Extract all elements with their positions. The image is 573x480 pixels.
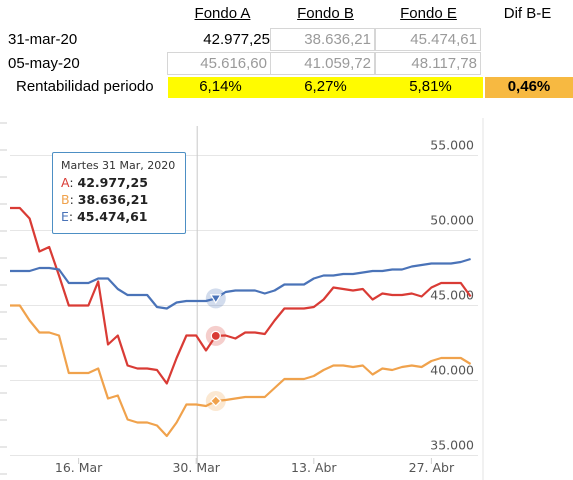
- tooltip-key-b: B: [61, 192, 70, 207]
- row2-fondo-b: 41.059,72: [270, 52, 375, 75]
- tooltip-row-a: A: 42.977,25: [61, 175, 148, 190]
- y-tick-label: 35.000: [430, 438, 474, 453]
- series-line-e[interactable]: [10, 257, 471, 310]
- chart-tooltip: Martes 31 Mar, 2020 A: 42.977,25 B: 38.6…: [52, 152, 186, 234]
- marker-b[interactable]: [209, 395, 222, 407]
- series-markers: [205, 288, 226, 411]
- row1-fondo-b: 38.636,21: [270, 28, 375, 51]
- tooltip-row-e: E: 45.474,61: [61, 209, 148, 224]
- header-fondo-e: Fondo E: [400, 5, 457, 22]
- y-axis-labels: 35.000 40.000 45.000 50.000 55.000: [430, 138, 474, 453]
- series-lines: [10, 206, 472, 438]
- x-tick-label: 13. Abr: [291, 460, 337, 475]
- tooltip-row-b: B: 38.636,21: [61, 192, 149, 207]
- row1-fondo-a: 42.977,25: [203, 31, 270, 48]
- tooltip-date: Martes 31 Mar, 2020: [61, 159, 176, 172]
- y-tick-label: 40.000: [430, 363, 474, 378]
- dif-highlight: [485, 77, 573, 98]
- rent-fondo-a: 6,14%: [199, 78, 242, 95]
- header-dif-b-e: Dif B-E: [503, 5, 552, 22]
- tooltip-value-e: 45.474,61: [77, 209, 148, 224]
- rent-fondo-e: 5,81%: [409, 78, 452, 95]
- marker-a[interactable]: [210, 330, 221, 341]
- rent-dif: 0,46%: [507, 78, 551, 95]
- row2-fondo-e: 48.117,78: [375, 52, 481, 75]
- row2-fondo-a: 45.616,60: [167, 52, 271, 75]
- series-line-b[interactable]: [10, 304, 472, 438]
- y-tick-label: 50.000: [430, 213, 474, 228]
- series-line-a[interactable]: [10, 206, 472, 385]
- header-fondo-b: Fondo B: [297, 5, 354, 22]
- y-tick-label: 45.000: [430, 288, 474, 303]
- tooltip-value-b: 38.636,21: [77, 192, 149, 207]
- marker-e[interactable]: [209, 294, 222, 305]
- x-tick-label: 16. Mar: [55, 460, 103, 475]
- rent-fondo-b: 6,27%: [304, 78, 347, 95]
- y-tick-label: 55.000: [430, 138, 474, 153]
- row1-fondo-e: 45.474,61: [375, 28, 481, 51]
- x-tick-label: 30. Mar: [172, 460, 220, 475]
- tooltip-value-a: 42.977,25: [77, 175, 148, 190]
- tooltip-key-e: E: [61, 209, 69, 224]
- row2-date: 05-may-20: [8, 55, 80, 72]
- x-tick-label: 27. Abr: [409, 460, 455, 475]
- rent-highlight: [168, 77, 483, 98]
- tooltip-key-a: A: [61, 175, 70, 190]
- row1-date: 31-mar-20: [8, 31, 78, 48]
- line-chart[interactable]: 35.000 40.000 45.000 50.000 55.000 16. Mar 30…: [0, 118, 573, 480]
- header-fondo-a: Fondo A: [194, 5, 251, 22]
- rent-label: Rentabilidad periodo: [16, 78, 154, 95]
- x-axis-labels: 16. Mar 30. Mar 13. Abr 27. Abr: [55, 460, 455, 475]
